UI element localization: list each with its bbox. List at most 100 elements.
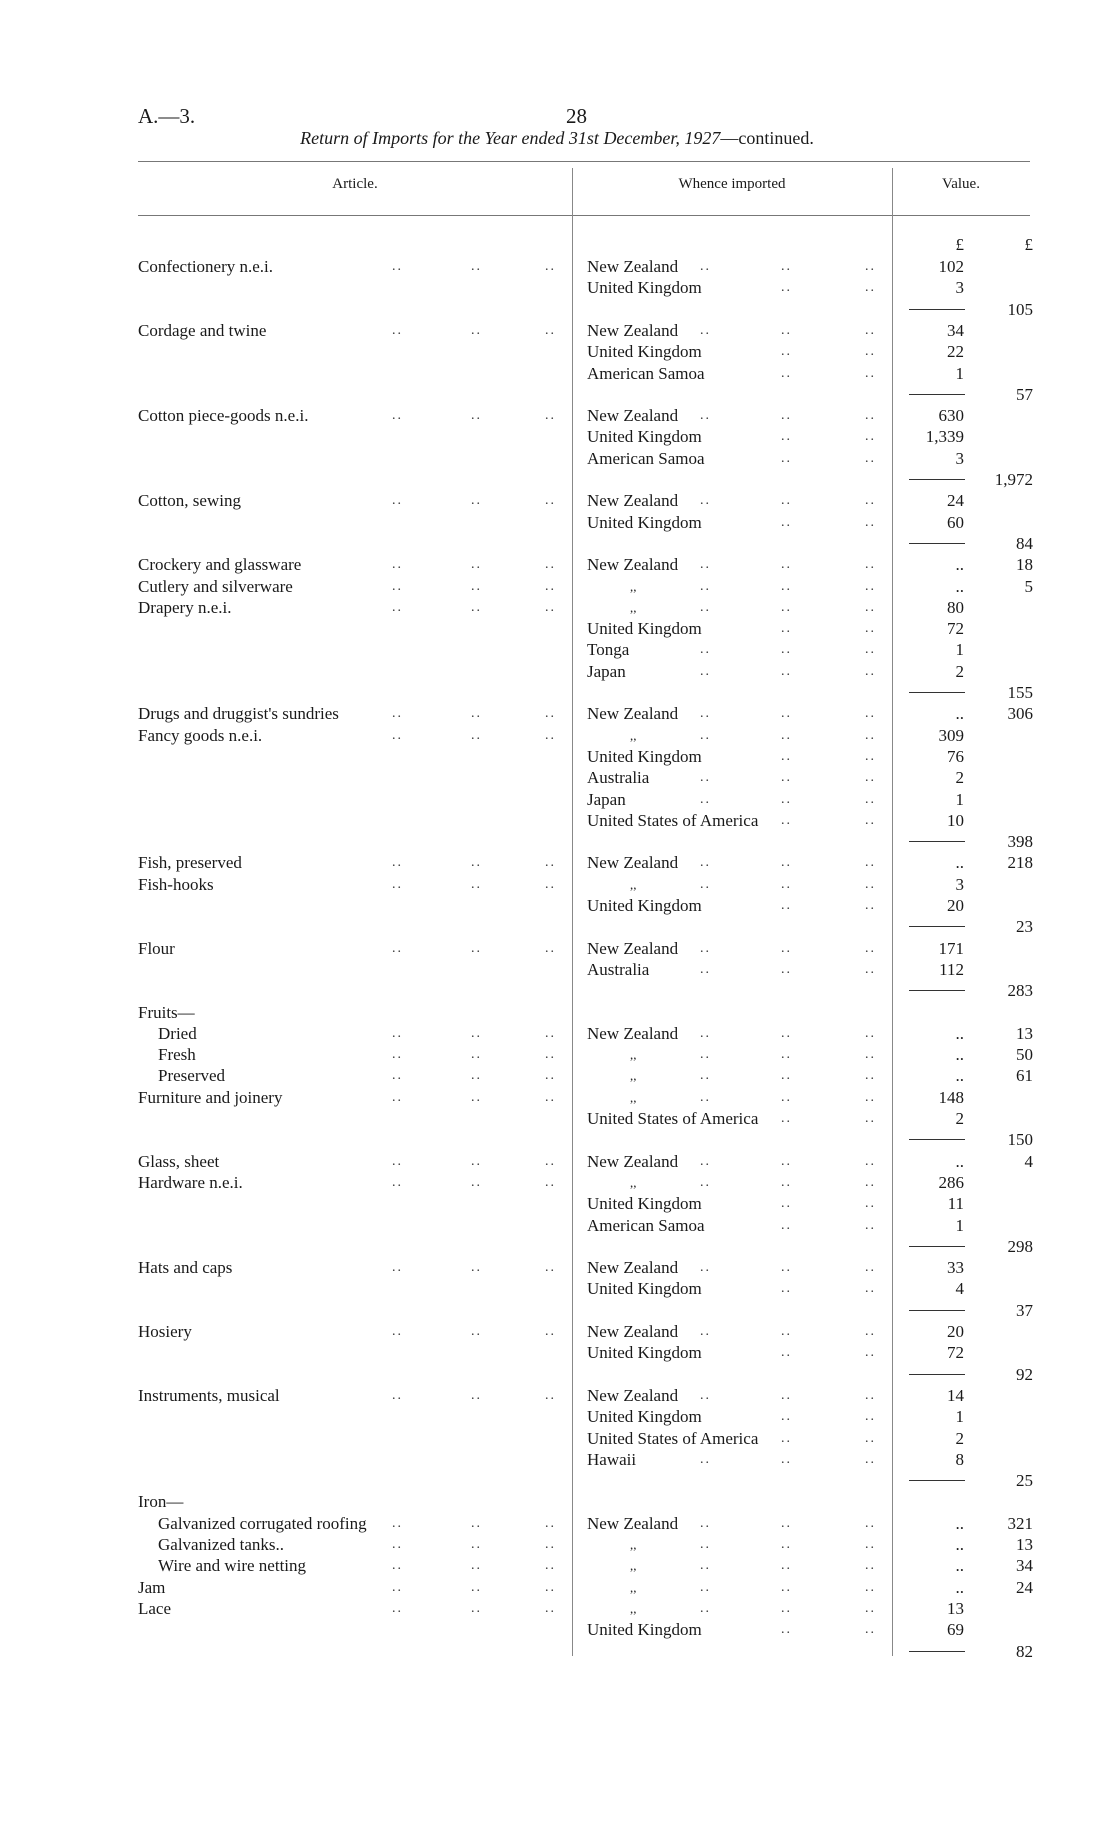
article-label: Iron— bbox=[138, 1492, 184, 1512]
source-country: New Zealand bbox=[587, 406, 679, 426]
item-value: 2 bbox=[955, 1428, 965, 1448]
leader-dots: .. bbox=[545, 408, 556, 424]
source-country: United Kingdom bbox=[587, 512, 702, 532]
leader-dots: .. bbox=[865, 408, 876, 424]
leader-dots: .. bbox=[545, 1260, 556, 1276]
item-value: .. bbox=[955, 555, 965, 575]
article-label: Instruments, musical bbox=[138, 1385, 280, 1405]
total-value: 37 bbox=[1016, 1300, 1033, 1320]
table-row: 37 bbox=[0, 1300, 1114, 1321]
article-label: Furniture and joinery bbox=[138, 1087, 283, 1107]
article-label: Crockery and glassware bbox=[138, 555, 302, 575]
table-row: Confectionery n.e.i. New Zealand 102......… bbox=[0, 256, 1114, 277]
subtotal-rule bbox=[909, 1373, 965, 1375]
article-label: Flour bbox=[138, 938, 175, 958]
leader-dots: .. bbox=[865, 1068, 876, 1084]
leader-dots: .. bbox=[865, 259, 876, 274]
leader-dots: .. bbox=[700, 1558, 711, 1574]
leader-dots: .. bbox=[392, 322, 403, 338]
article-label: Glass, sheet bbox=[138, 1151, 220, 1171]
item-value: 3 bbox=[955, 448, 965, 468]
item-value: 1,339 bbox=[925, 427, 964, 447]
table-row: Furniture and joinery,, 148............ bbox=[0, 1087, 1114, 1108]
subtotal-rule bbox=[909, 1245, 965, 1247]
total-value: 25 bbox=[1016, 1471, 1033, 1491]
leader-dots: .. bbox=[471, 1089, 482, 1105]
article-label: Fish-hooks bbox=[138, 874, 214, 894]
total-value: 18 bbox=[1016, 555, 1033, 575]
article-label: Fresh bbox=[158, 1045, 196, 1065]
leader-dots: .. bbox=[700, 642, 711, 658]
article-label: Cordage and twine bbox=[138, 320, 267, 340]
leader-dots: .. bbox=[700, 770, 711, 786]
item-value: 60 bbox=[947, 512, 964, 532]
leader-dots: .. bbox=[781, 1153, 792, 1169]
source-country: ,, bbox=[630, 599, 637, 615]
leader-dots: .. bbox=[471, 1153, 482, 1169]
leader-dots: .. bbox=[781, 663, 792, 679]
table-row: 398 bbox=[0, 831, 1114, 852]
article-label: Galvanized tanks.. bbox=[158, 1535, 285, 1554]
table-row: Instruments, musical New Zealand 14.......… bbox=[0, 1385, 1114, 1406]
leader-dots: .. bbox=[865, 855, 876, 871]
leader-dots: .. bbox=[865, 365, 876, 381]
article-label: Galvanized corrugated roofing bbox=[158, 1513, 367, 1533]
leader-dots: .. bbox=[781, 898, 792, 913]
article-label: Wire and wire netting bbox=[158, 1556, 307, 1576]
source-country: Tonga bbox=[587, 640, 630, 660]
leader-dots: .. bbox=[865, 642, 876, 658]
leader-dots: .. bbox=[700, 599, 711, 615]
header-top-rule bbox=[138, 161, 1030, 162]
leader-dots: .. bbox=[781, 408, 792, 424]
leader-dots: .. bbox=[545, 940, 556, 956]
column-header-article: Article. bbox=[332, 176, 378, 192]
item-value: .. bbox=[955, 1577, 965, 1597]
source-country: United Kingdom bbox=[587, 1407, 702, 1427]
table-row: Dried New Zealand.. 13............ bbox=[0, 1023, 1114, 1044]
total-value: 218 bbox=[1007, 853, 1034, 873]
leader-dots: .. bbox=[781, 1217, 792, 1233]
leader-dots: .. bbox=[392, 1579, 403, 1595]
source-country: Japan bbox=[587, 661, 626, 681]
leader-dots: .. bbox=[700, 259, 711, 274]
table-row: 25 bbox=[0, 1470, 1114, 1491]
leader-dots: .. bbox=[700, 1153, 711, 1169]
source-country: Hawaii bbox=[587, 1449, 637, 1469]
source-country: United Kingdom bbox=[587, 896, 702, 915]
subtotal-rule bbox=[909, 1650, 965, 1652]
item-value: .. bbox=[955, 1513, 965, 1533]
leader-dots: .. bbox=[545, 1153, 556, 1169]
leader-dots: .. bbox=[700, 493, 711, 509]
table-row: Preserved,,.. 61............ bbox=[0, 1065, 1114, 1086]
leader-dots: .. bbox=[781, 1387, 792, 1403]
item-value: 24 bbox=[947, 491, 964, 511]
article-label: Hosiery bbox=[138, 1322, 192, 1341]
article-label: Dried bbox=[158, 1023, 197, 1043]
item-value: .. bbox=[955, 576, 965, 596]
source-country: American Samoa bbox=[587, 363, 705, 383]
table-row: United Kingdom 1.... bbox=[0, 1406, 1114, 1427]
item-value: 20 bbox=[947, 1322, 964, 1341]
table-row: Flour New Zealand 171............ bbox=[0, 938, 1114, 959]
table-row: 57 bbox=[0, 384, 1114, 405]
table-row: 82 bbox=[0, 1641, 1114, 1662]
table-row: 155 bbox=[0, 682, 1114, 703]
leader-dots: .. bbox=[471, 1324, 482, 1339]
article-label: Confectionery n.e.i. bbox=[138, 257, 274, 276]
leader-dots: .. bbox=[865, 1089, 876, 1105]
leader-dots: .. bbox=[781, 961, 792, 977]
leader-dots: .. bbox=[700, 940, 711, 956]
leader-dots: .. bbox=[865, 1387, 876, 1403]
source-country: American Samoa bbox=[587, 1215, 705, 1235]
leader-dots: .. bbox=[700, 322, 711, 338]
article-label: Fancy goods n.e.i. bbox=[138, 725, 263, 745]
item-value: .. bbox=[955, 704, 965, 724]
source-country: New Zealand bbox=[587, 938, 679, 958]
item-value: 112 bbox=[939, 959, 964, 979]
leader-dots: .. bbox=[471, 408, 482, 424]
leader-dots: .. bbox=[781, 557, 792, 573]
table-row: United Kingdom 69.... bbox=[0, 1619, 1114, 1640]
table-row: Japan 2...... bbox=[0, 661, 1114, 682]
item-value: .. bbox=[955, 853, 965, 873]
total-value: 92 bbox=[1016, 1364, 1033, 1384]
